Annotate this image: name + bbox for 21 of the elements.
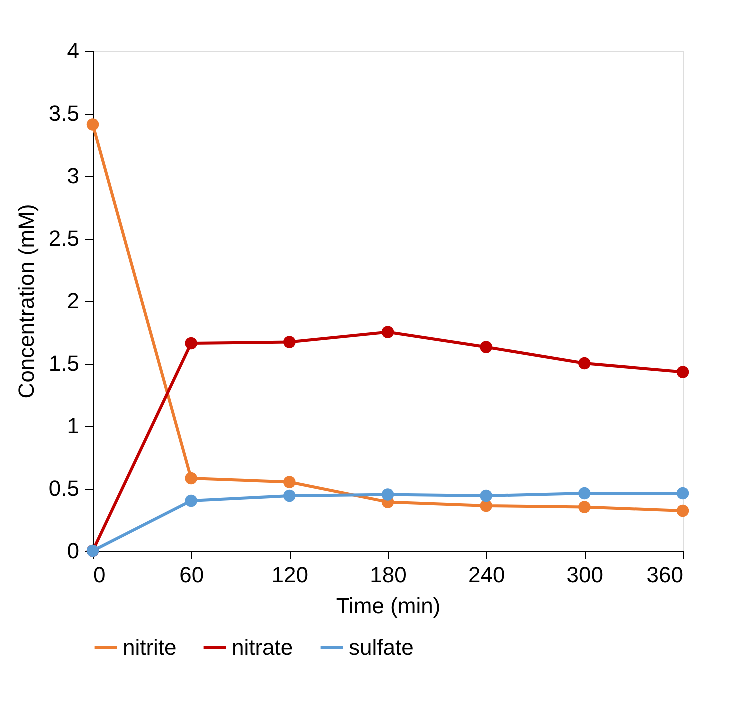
x-tick-label: 360 [646,562,684,588]
y-tick-label: 4 [67,38,80,64]
y-axis-title: Concentration (mM) [14,204,39,399]
x-tick-label: 240 [468,562,506,588]
legend-label: nitrite [123,635,177,660]
y-tick-label: 0 [67,538,80,564]
y-tick-label: 2.5 [48,226,80,251]
x-tick-label: 300 [566,562,604,588]
legend-label: nitrate [232,635,294,660]
x-tick-label: 0 [94,562,106,588]
y-tick-label: 0.5 [48,476,80,501]
y-tick-label: 1.5 [48,351,80,376]
y-tick-label: 3 [67,164,80,188]
x-tick-label: 180 [370,562,407,588]
y-tick-label: 1 [67,414,80,438]
y-tick-label: 3.5 [48,101,80,126]
x-tick-label: 120 [272,562,309,588]
x-tick-label: 60 [180,562,204,588]
legend-label: sulfate [349,635,414,660]
x-axis-title: Time (min) [336,594,441,618]
y-tick-label: 2 [67,288,80,314]
